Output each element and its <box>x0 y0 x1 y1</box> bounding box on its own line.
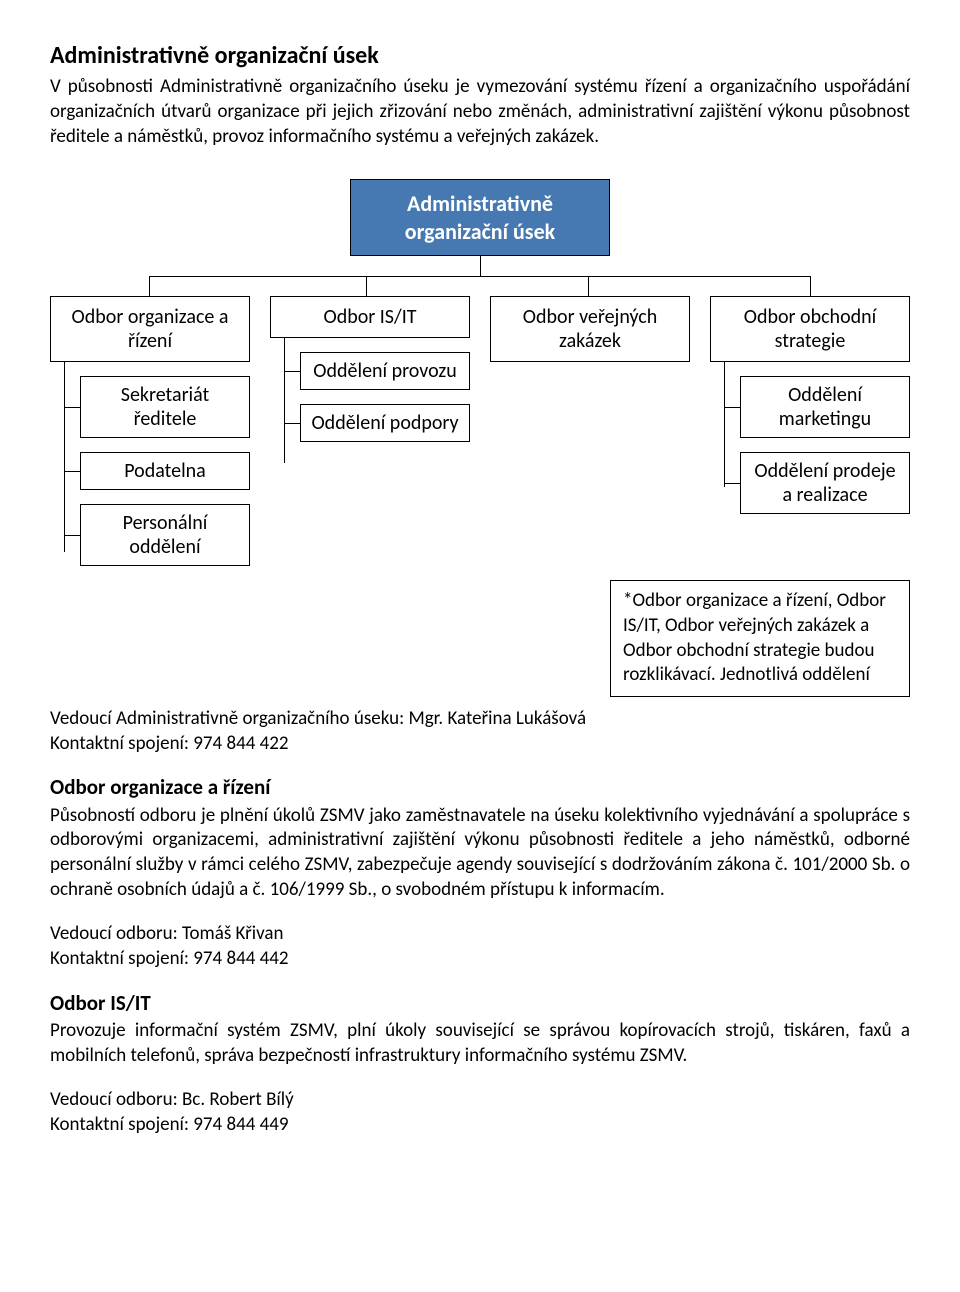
org-col-3: Odbor obchodní strategie Oddělení market… <box>710 296 910 580</box>
section-body-1: Provozuje informační systém ZSMV, plní ú… <box>50 1019 910 1068</box>
org-node-odbor-verejnych: Odbor veřejných zakázek <box>490 296 690 362</box>
org-child-podpory: Oddělení podpory <box>300 404 470 442</box>
org-col-1: Odbor IS/IT Oddělení provozu Oddělení po… <box>270 296 470 580</box>
org-root-node: Administrativně organizační úsek <box>350 179 610 256</box>
org-child-podatelna: Podatelna <box>80 452 250 490</box>
section-lead-1: Vedoucí odboru: Bc. Robert Bílý <box>50 1088 910 1113</box>
section-body-0: Působností odboru je plnění úkolů ZSMV j… <box>50 804 910 903</box>
org-chart: Administrativně organizační úsek Odbor o… <box>50 179 910 697</box>
org-child-prodeje: Oddělení prodeje a realizace <box>740 452 910 514</box>
section-heading-1: Odbor IS/IT <box>50 990 910 1017</box>
org-child-personalni: Personální oddělení <box>80 504 250 566</box>
page-title: Administrativně organizační úsek <box>50 40 910 71</box>
org-col-2: Odbor veřejných zakázek <box>490 296 690 580</box>
org-child-provozu: Oddělení provozu <box>300 352 470 390</box>
org-connectors <box>50 256 910 296</box>
org-node-odbor-isit: Odbor IS/IT <box>270 296 470 338</box>
org-node-odbor-organizace: Odbor organizace a řízení <box>50 296 250 362</box>
org-col-0: Odbor organizace a řízení Sekretariát ře… <box>50 296 250 580</box>
section-lead-0: Vedoucí odboru: Tomáš Křivan <box>50 922 910 947</box>
org-child-sekretariat: Sekretariát ředitele <box>80 376 250 438</box>
section-leader-contact: Kontaktní spojení: 974 844 422 <box>50 732 910 757</box>
section-heading-0: Odbor organizace a řízení <box>50 774 910 801</box>
org-child-marketingu: Oddělení marketingu <box>740 376 910 438</box>
org-chart-note: *Odbor organizace a řízení, Odbor IS/IT,… <box>610 580 910 697</box>
section-leader-line: Vedoucí Administrativně organizačního ús… <box>50 707 910 732</box>
intro-paragraph: V působnosti Administrativně organizační… <box>50 75 910 149</box>
org-node-odbor-obchodni: Odbor obchodní strategie <box>710 296 910 362</box>
section-contact-0: Kontaktní spojení: 974 844 442 <box>50 947 910 972</box>
section-contact-1: Kontaktní spojení: 974 844 449 <box>50 1113 910 1138</box>
